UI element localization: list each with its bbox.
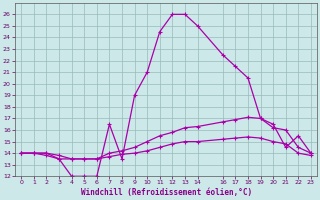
X-axis label: Windchill (Refroidissement éolien,°C): Windchill (Refroidissement éolien,°C)	[81, 188, 252, 197]
